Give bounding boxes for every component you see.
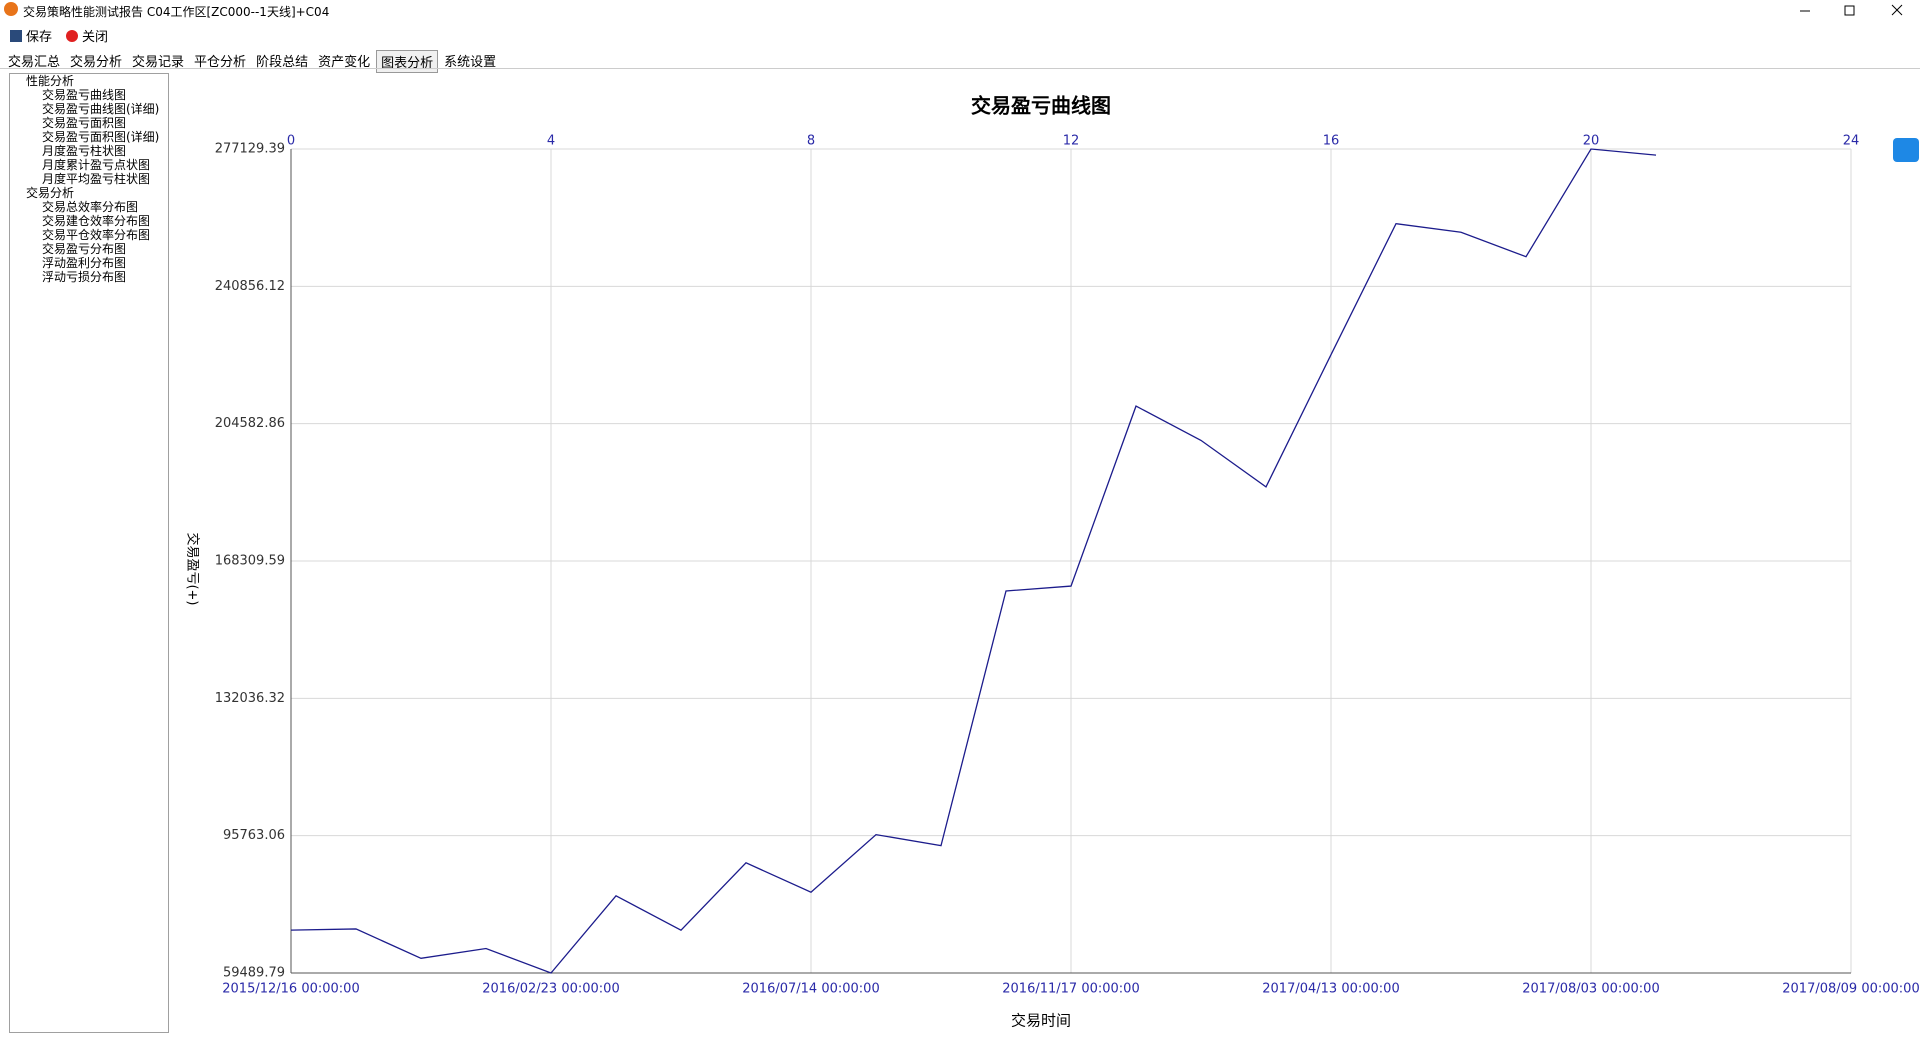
button-icon <box>10 29 22 42</box>
tree-item[interactable]: 月度平均盈亏柱状图 <box>42 172 151 186</box>
x-tick-label: 2017/04/13 00:00:00 <box>1262 982 1399 997</box>
x2-tick-label: 24 <box>1843 134 1860 149</box>
tab[interactable]: 图表分析 <box>376 50 439 73</box>
app-icon <box>4 2 18 16</box>
tree-item[interactable]: 月度累计盈亏点状图 <box>42 158 151 172</box>
x2-tick-label: 20 <box>1583 134 1600 149</box>
tree-item[interactable]: 交易总效率分布图 <box>42 200 139 214</box>
tab[interactable]: 阶段总结 <box>256 55 309 70</box>
y-tick-label: 204582.86 <box>215 416 285 431</box>
tree-group[interactable]: 性能分析 <box>26 74 75 88</box>
tree-item[interactable]: 交易盈亏分布图 <box>42 242 127 256</box>
x-tick-label: 2015/12/16 00:00:00 <box>222 982 359 997</box>
data-line <box>290 148 1657 974</box>
tab[interactable]: 资产变化 <box>318 55 371 70</box>
button-label: 保存 <box>26 30 53 45</box>
x-tick-label: 2017/08/03 00:00:00 <box>1522 982 1659 997</box>
chart-title: 交易盈亏曲线图 <box>971 94 1111 118</box>
x2-tick-label: 12 <box>1063 134 1080 149</box>
y-tick-label: 132036.32 <box>215 691 285 706</box>
tab[interactable]: 平仓分析 <box>194 55 247 70</box>
x-tick-label: 2016/02/23 00:00:00 <box>482 982 619 997</box>
tree-group[interactable]: 交易分析 <box>26 186 75 200</box>
tree-item[interactable]: 交易平仓效率分布图 <box>42 228 151 242</box>
toolbar: 保存 关闭 <box>10 26 108 45</box>
separator <box>0 68 1920 69</box>
button-label: 关闭 <box>82 30 109 45</box>
tree-item[interactable]: 浮动亏损分布图 <box>42 270 127 284</box>
tree-item[interactable]: 月度盈亏柱状图 <box>42 144 127 158</box>
y-axis-title: 交易盈亏(+) <box>185 532 201 605</box>
x2-tick-label: 16 <box>1323 134 1340 149</box>
tab-bar: 交易汇总 交易分析 交易记录 平仓分析 阶段总结 资产变化 图表分析 系统设置 <box>4 50 502 73</box>
side-icon[interactable] <box>1893 138 1919 162</box>
tree-item[interactable]: 交易建仓效率分布图 <box>42 214 151 228</box>
x-tick-label: 2017/08/09 00:00:00 <box>1782 982 1919 997</box>
x2-tick-label: 4 <box>547 134 555 149</box>
x-tick-label: 2016/11/17 00:00:00 <box>1002 982 1139 997</box>
tab[interactable]: 交易汇总 <box>8 55 61 70</box>
tree-item[interactable]: 浮动盈利分布图 <box>42 256 127 270</box>
y-tick-label: 59489.79 <box>223 966 285 981</box>
tree-item[interactable]: 交易盈亏曲线图 <box>42 88 127 102</box>
y-tick-label: 95763.06 <box>223 828 285 843</box>
x2-tick-label: 0 <box>287 134 295 149</box>
toolbar-button[interactable]: 关闭 <box>66 26 108 45</box>
x-tick-label: 2016/07/14 00:00:00 <box>742 982 879 997</box>
window-controls[interactable] <box>1790 0 1920 22</box>
tree-view: 性能分析 交易盈亏曲线图 交易盈亏曲线图(详细) 交易盈亏面积图 交易盈亏面积图(详细)… <box>9 73 169 1033</box>
toolbar-button[interactable]: 保存 <box>10 26 52 45</box>
window-title: 交易策略性能测试报告 C04工作区[ZC000--1天线]+C04 <box>23 5 330 19</box>
y-tick-label: 168309.59 <box>215 554 285 569</box>
button-icon <box>66 29 79 42</box>
tree-item[interactable]: 交易盈亏面积图 <box>42 116 127 130</box>
tab[interactable]: 交易记录 <box>132 55 185 70</box>
tree-item[interactable]: 交易盈亏面积图(详细) <box>42 130 160 144</box>
y-tick-label: 240856.12 <box>215 279 285 294</box>
tab[interactable]: 系统设置 <box>444 55 497 70</box>
y-tick-label: 277129.39 <box>215 142 285 157</box>
x2-tick-label: 8 <box>807 134 815 149</box>
tree-item[interactable]: 交易盈亏曲线图(详细) <box>42 102 160 116</box>
tab[interactable]: 交易分析 <box>70 55 123 70</box>
x-axis-title: 交易时间 <box>1011 1012 1071 1030</box>
